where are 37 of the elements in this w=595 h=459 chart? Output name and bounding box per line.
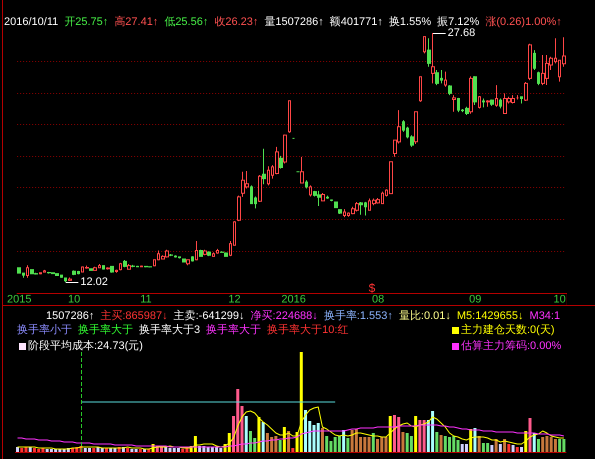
- text: 量1507286↑: [264, 16, 324, 28]
- text: 换1.55%: [388, 16, 432, 28]
- text: 阶段平均成本:24.73(元): [28, 340, 143, 352]
- text: 换手率小于: [17, 324, 72, 336]
- text: 主卖:-641299↓: [174, 310, 245, 322]
- text: 换手率大于: [206, 324, 262, 336]
- text: 额401771↑: [330, 16, 383, 28]
- text: 估算主力筹码:0.00%: [461, 340, 562, 352]
- text: 量比:0.01↓: [398, 310, 451, 322]
- text: 振7.12%: [437, 16, 480, 28]
- text: 高27.41↑: [114, 16, 158, 28]
- text: 净买:224688↓: [250, 310, 318, 322]
- annotation: 12.02: [80, 276, 108, 288]
- text: M5:1429655↓: [456, 310, 524, 322]
- text: 涨(0.26)1.00%↑: [485, 16, 562, 28]
- text: M34:1: [530, 310, 560, 322]
- text: 换手率大于3: [139, 324, 200, 336]
- text: 主力建仓天数:0(天): [461, 324, 554, 336]
- x-tick-label: 12: [228, 294, 241, 306]
- text: 主买:865987↓: [100, 310, 168, 322]
- text: 低25.56↑: [164, 16, 208, 28]
- annotation: $: [368, 281, 376, 295]
- x-tick-label: 2015: [6, 294, 32, 306]
- text: 收26.23↑: [214, 16, 258, 28]
- text: 1507286↑: [46, 310, 94, 322]
- x-tick-label: 10: [68, 294, 80, 306]
- text: 开25.75↑: [64, 16, 108, 28]
- x-tick-label: 08: [372, 294, 384, 306]
- text: 换手率大于10:红: [267, 324, 348, 336]
- x-tick-label: 10: [554, 294, 566, 306]
- x-tick-label: 2016: [281, 294, 306, 306]
- text: 换手率:1.553↑: [324, 310, 393, 322]
- x-tick-label: 11: [140, 294, 152, 306]
- annotation: 27.68: [448, 27, 476, 39]
- text: 2016/10/11: [4, 16, 58, 28]
- x-tick-label: 09: [469, 294, 482, 306]
- text: 换手率大于: [78, 324, 133, 336]
